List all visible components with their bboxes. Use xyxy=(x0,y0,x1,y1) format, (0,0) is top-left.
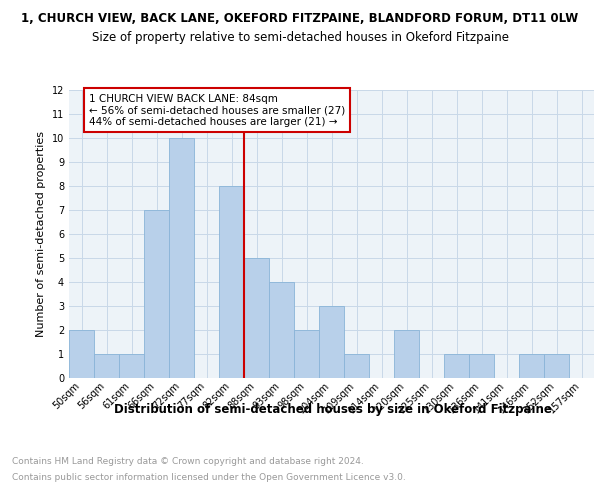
Bar xyxy=(119,354,144,378)
Text: Distribution of semi-detached houses by size in Okeford Fitzpaine: Distribution of semi-detached houses by … xyxy=(114,402,552,415)
Bar xyxy=(469,354,494,378)
Text: Contains public sector information licensed under the Open Government Licence v3: Contains public sector information licen… xyxy=(12,472,406,482)
Text: 1 CHURCH VIEW BACK LANE: 84sqm
← 56% of semi-detached houses are smaller (27)
44: 1 CHURCH VIEW BACK LANE: 84sqm ← 56% of … xyxy=(89,94,345,127)
Text: Size of property relative to semi-detached houses in Okeford Fitzpaine: Size of property relative to semi-detach… xyxy=(91,31,509,44)
Bar xyxy=(144,210,169,378)
Bar xyxy=(244,258,269,378)
Bar xyxy=(94,354,119,378)
Bar xyxy=(269,282,294,378)
Bar xyxy=(219,186,244,378)
Bar xyxy=(544,354,569,378)
Bar xyxy=(344,354,369,378)
Text: Contains HM Land Registry data © Crown copyright and database right 2024.: Contains HM Land Registry data © Crown c… xyxy=(12,458,364,466)
Bar xyxy=(394,330,419,378)
Bar xyxy=(519,354,544,378)
Y-axis label: Number of semi-detached properties: Number of semi-detached properties xyxy=(36,130,46,337)
Bar xyxy=(319,306,344,378)
Text: 1, CHURCH VIEW, BACK LANE, OKEFORD FITZPAINE, BLANDFORD FORUM, DT11 0LW: 1, CHURCH VIEW, BACK LANE, OKEFORD FITZP… xyxy=(22,12,578,26)
Bar xyxy=(294,330,319,378)
Bar xyxy=(444,354,469,378)
Bar xyxy=(169,138,194,378)
Bar xyxy=(69,330,94,378)
